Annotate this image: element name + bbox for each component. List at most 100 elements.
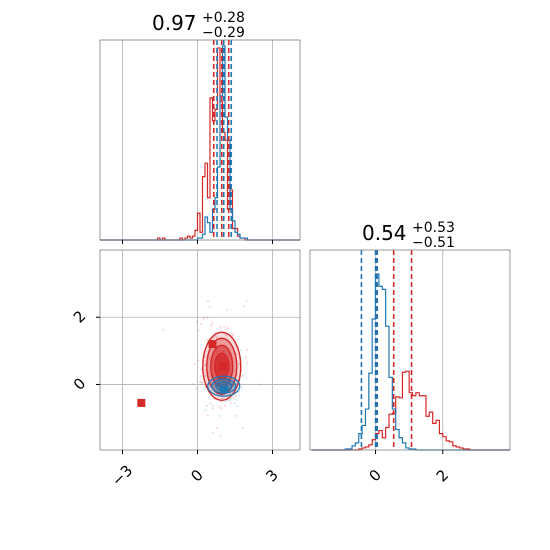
hist2-xtick-label-1: 2 xyxy=(433,466,452,485)
scatter-faint-point-b-1 xyxy=(234,398,237,402)
hist2-title-plus: +0.53 xyxy=(412,220,455,236)
scatter-frame xyxy=(99,249,301,451)
scatter-faint-point-a-54 xyxy=(223,404,226,408)
scatter-faint-point-a-84 xyxy=(246,348,249,351)
hist2-frame xyxy=(309,249,511,451)
scatter-xtick-label-2: 3 xyxy=(262,466,281,485)
scatter-faint-point-a-53 xyxy=(237,390,241,393)
scatter-faint-point-a-48 xyxy=(197,329,200,332)
scatter-ytick-label-0: 0 xyxy=(70,374,89,393)
scatter-faint-point-b-29 xyxy=(195,386,198,389)
scatter-faint-point-a-76 xyxy=(200,323,203,326)
scatter-faint-point-b-46 xyxy=(236,405,239,408)
scatter-faint-point-b-0 xyxy=(221,397,224,400)
scatter-grid xyxy=(100,250,300,450)
scatter-faint-point-a-26 xyxy=(241,374,244,377)
scatter-faint-point-a-37 xyxy=(243,305,246,308)
scatter-faint-point-a-32 xyxy=(226,309,229,312)
scatter-faint-point-a-81 xyxy=(162,328,165,331)
scatter-faint-point-a-33 xyxy=(231,335,234,338)
scatter-marker-3 xyxy=(219,385,228,394)
scatter-faint-point-a-65 xyxy=(215,336,218,339)
scatter-markers xyxy=(137,340,228,407)
hist2-quantile-lines xyxy=(360,250,413,450)
scatter-faint-point-a-86 xyxy=(206,339,209,342)
scatter-xtick-label-1: 0 xyxy=(187,466,206,485)
hist2-title-minus: −0.51 xyxy=(412,235,455,251)
scatter-faint-point-a-31 xyxy=(200,381,203,384)
scatter-faint-point-b-19 xyxy=(211,407,214,410)
scatter-faint-point-a-41 xyxy=(207,372,210,375)
scatter-faint-point-a-87 xyxy=(211,321,214,325)
scatter-ytick-label-1: 2 xyxy=(70,307,89,326)
scatter-faint-point-a-80 xyxy=(212,336,215,339)
scatter-faint-point-b-12 xyxy=(218,414,221,417)
scatter-faint-point-a-10 xyxy=(208,305,211,308)
scatter-faint-point-a-62 xyxy=(209,402,212,405)
scatter-faint-point-b-28 xyxy=(204,409,207,412)
scatter-faint-point-a-24 xyxy=(232,397,235,400)
scatter-faint-point-a-72 xyxy=(209,324,213,327)
scatter-faint-point-a-40 xyxy=(206,316,209,319)
scatter-faint-point-b-11 xyxy=(219,434,222,438)
hist1-ticks xyxy=(122,240,273,244)
scatter-faint-point-b-25 xyxy=(233,369,236,372)
scatter-faint-point-a-51 xyxy=(216,426,219,429)
scatter-faint-point-a-68 xyxy=(201,382,204,385)
scatter-faint-point-b-26 xyxy=(240,349,243,352)
scatter-faint-point-b-2 xyxy=(238,394,241,397)
scatter-faint-point-a-2 xyxy=(208,357,211,360)
hist1-grid xyxy=(122,40,273,240)
hist1-title-plus: +0.28 xyxy=(202,10,245,26)
scatter-marker-0 xyxy=(137,398,146,407)
scatter-faint-point-b-47 xyxy=(205,404,209,407)
scatter-faint-point-a-16 xyxy=(229,402,232,405)
scatter-faint-point-a-38 xyxy=(211,431,214,434)
scatter-faint-point-a-58 xyxy=(203,355,207,358)
scatter-faint-point-a-59 xyxy=(223,325,226,329)
scatter-faint-point-a-11 xyxy=(237,363,240,366)
scatter-faint-point-a-6 xyxy=(193,363,196,366)
scatter-faint-point-a-1 xyxy=(202,317,205,320)
scatter-faint-point-b-8 xyxy=(198,380,202,384)
scatter-faint-point-a-20 xyxy=(234,395,238,398)
scatter-marker-2 xyxy=(218,362,227,370)
hist2-series-0-step xyxy=(311,370,510,451)
scatter-faint-point-b-4 xyxy=(229,397,232,401)
scatter-faint-point-b-52 xyxy=(229,392,232,395)
scatter-faint-point-a-85 xyxy=(220,339,223,342)
hist2-xtick-label-0: 0 xyxy=(365,466,384,485)
scatter-faint-point-a-35 xyxy=(218,326,222,329)
scatter-faint-point-b-21 xyxy=(259,383,263,386)
scatter-faint-point-a-79 xyxy=(197,359,200,362)
scatter-faint-point-a-5 xyxy=(244,356,247,359)
hist1-quantile-lines xyxy=(212,40,233,240)
scatter-faint-point-b-44 xyxy=(233,402,236,405)
scatter-faint-point-a-63 xyxy=(226,327,229,330)
panel-scatter: −3 0 3 0 2 xyxy=(70,249,301,490)
scatter-faint-point-a-30 xyxy=(235,414,238,417)
scatter-faint-point-a-50 xyxy=(195,321,199,324)
hist1-title-value: 0.97 xyxy=(152,11,197,35)
scatter-faint-point-a-14 xyxy=(191,382,194,385)
hist1-title-minus: −0.29 xyxy=(202,25,245,41)
scatter-faint-point-b-24 xyxy=(245,377,248,380)
scatter-faint-point-b-22 xyxy=(240,386,243,389)
scatter-faint-point-a-8 xyxy=(245,362,249,365)
scatter-faint-point-a-23 xyxy=(206,300,210,303)
scatter-faint-point-a-13 xyxy=(224,334,227,337)
panel-hist-1: 0.97 +0.28 −0.29 xyxy=(99,10,301,244)
scatter-faint-point-a-74 xyxy=(231,333,234,336)
scatter-faint-point-a-56 xyxy=(220,407,223,410)
scatter-faint-point-a-22 xyxy=(241,427,244,430)
scatter-faint-point-b-55 xyxy=(225,400,228,403)
scatter-faint-point-b-10 xyxy=(199,375,202,378)
scatter-faint-point-b-3 xyxy=(211,404,214,407)
scatter-faint-point-a-70 xyxy=(206,414,209,417)
scatter-marker-1 xyxy=(208,340,217,349)
scatter-xtick-label-0: −3 xyxy=(108,461,136,489)
scatter-faint-point-b-27 xyxy=(204,374,208,377)
hist2-title-value: 0.54 xyxy=(362,221,407,245)
